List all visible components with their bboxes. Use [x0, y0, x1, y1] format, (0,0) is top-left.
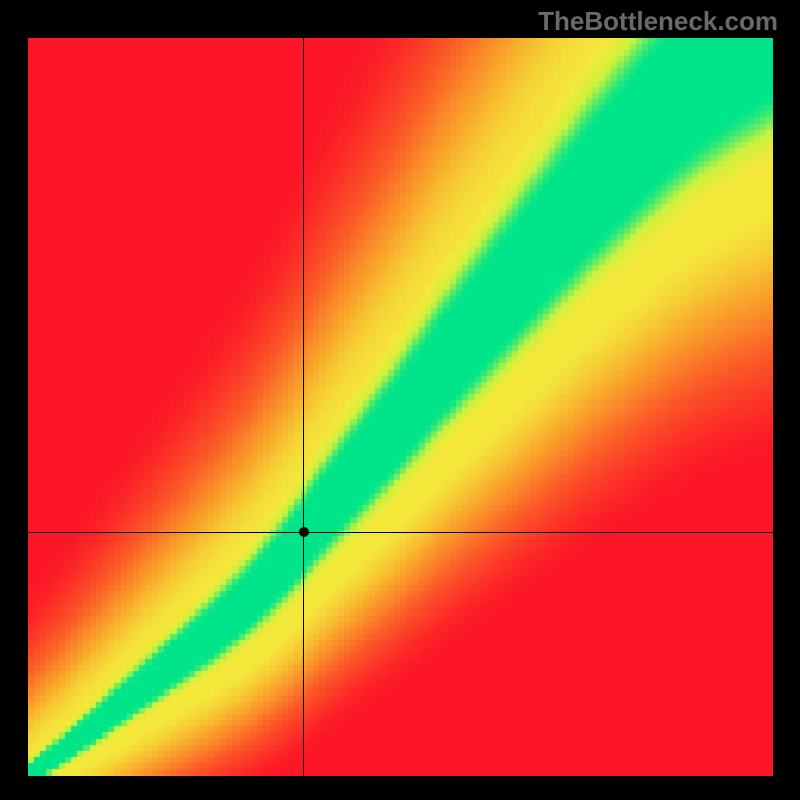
crosshair-vertical — [303, 38, 304, 776]
outer-frame: TheBottleneck.com — [0, 0, 800, 800]
watermark-text: TheBottleneck.com — [538, 6, 778, 37]
crosshair-horizontal — [28, 532, 773, 533]
heatmap-canvas — [28, 38, 773, 776]
heatmap-plot-area — [28, 38, 773, 776]
